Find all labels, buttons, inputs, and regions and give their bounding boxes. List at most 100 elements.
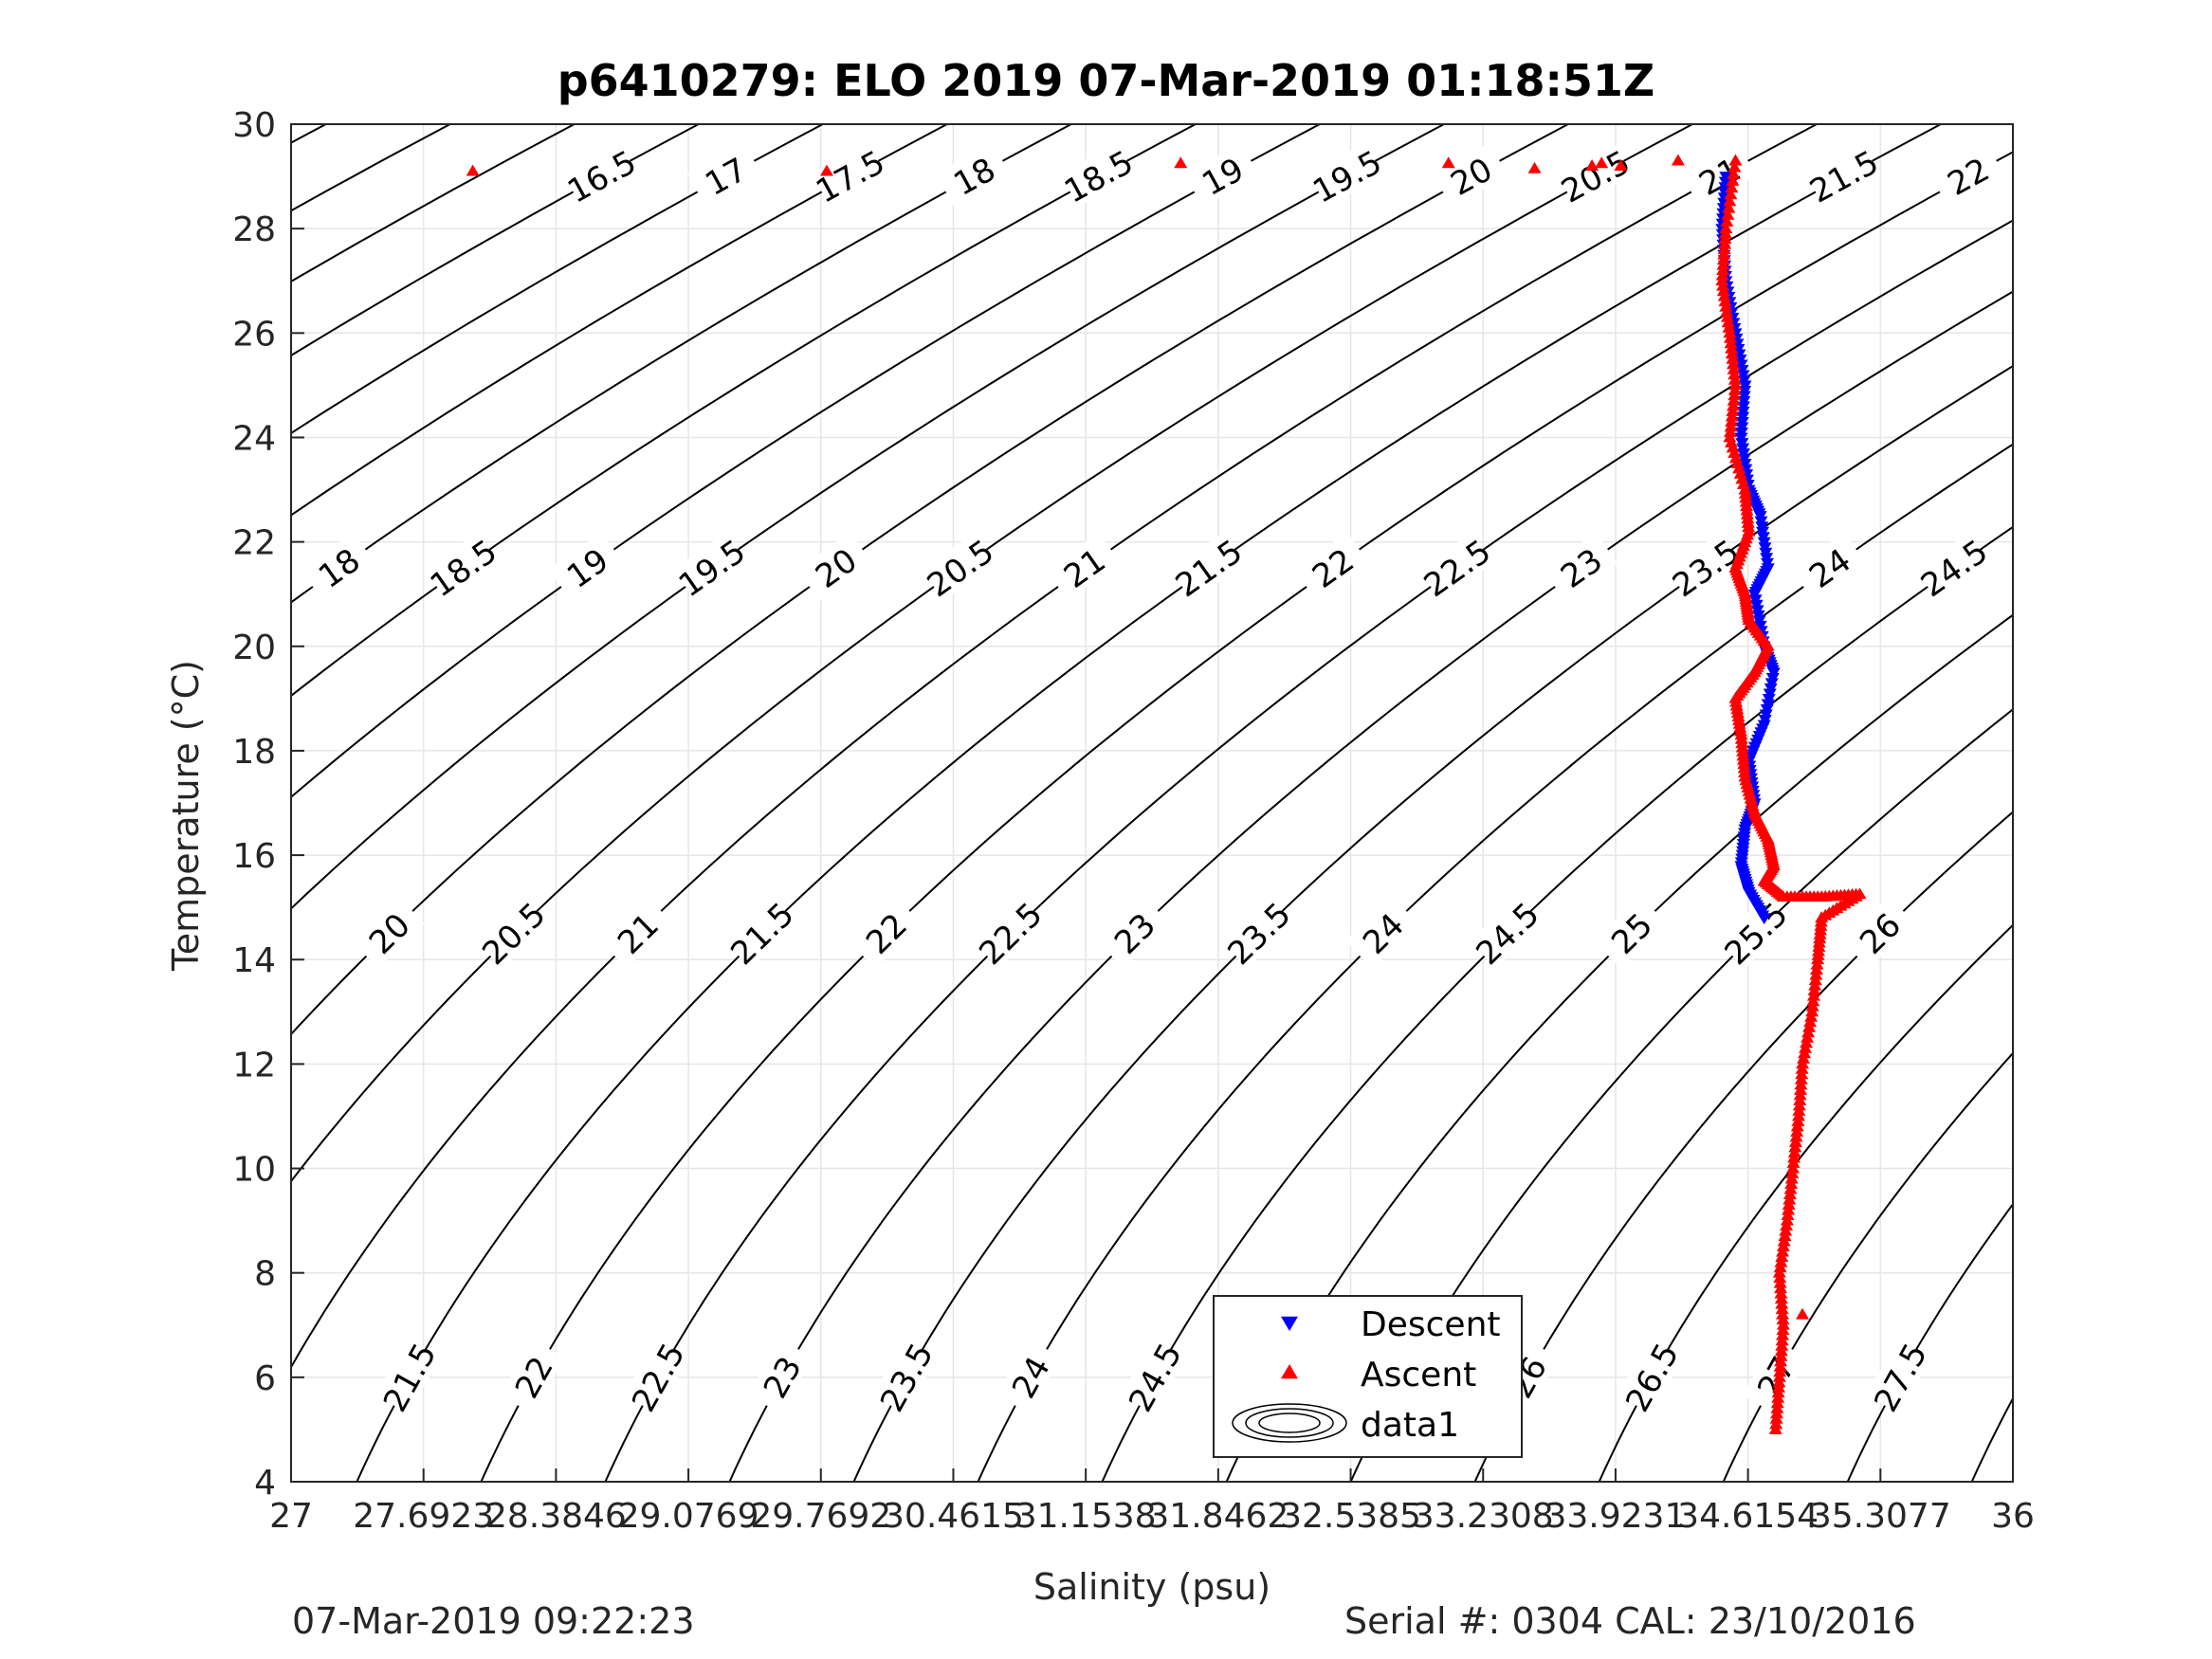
legend: Descent Ascent data1 <box>1213 1295 1523 1458</box>
data-point <box>1782 1198 1796 1210</box>
data-point <box>1790 1120 1804 1132</box>
contour-label-bg <box>723 896 797 969</box>
contour-label-bg <box>922 532 996 601</box>
data-point <box>1775 1250 1789 1263</box>
data-point <box>1728 160 1742 173</box>
contour-label-bg <box>375 1339 441 1414</box>
data-point <box>1774 1255 1788 1267</box>
contour-label-bg <box>872 1339 938 1414</box>
data-point <box>1807 984 1821 996</box>
contour-label-bg <box>425 532 500 601</box>
y-tick-label: 4 <box>254 1464 276 1503</box>
data-point <box>1776 1307 1790 1320</box>
contour-label-bg <box>1308 142 1384 208</box>
data-point <box>1715 274 1729 286</box>
contour-label-bg <box>1170 532 1245 601</box>
data-point <box>1723 331 1737 343</box>
density-contour-line <box>291 124 1447 910</box>
density-contour-line <box>0 99 251 1508</box>
data-point <box>1722 201 1736 213</box>
data-point <box>1717 247 1731 260</box>
contour-label-bg <box>1418 532 1493 601</box>
data-point <box>1776 1313 1790 1325</box>
x-tick-label: 34.6154 <box>1677 1497 1819 1536</box>
data-point <box>1720 305 1734 318</box>
contour-label-bg <box>797 532 872 601</box>
contour-label-bg <box>1433 142 1508 208</box>
legend-entry-label: Ascent <box>1361 1356 1476 1395</box>
density-contour-line <box>480 151 2013 1482</box>
y-tick-label: 24 <box>232 419 276 458</box>
density-contour-line <box>291 124 701 357</box>
data-point <box>1728 378 1743 391</box>
contour-label-bg <box>1060 142 1136 208</box>
contour-label-bg <box>1470 896 1543 969</box>
data-point <box>1778 1230 1792 1242</box>
density-contour-line <box>1101 525 2013 1482</box>
x-axis-label: Salinity (psu) <box>1033 1566 1271 1608</box>
data-point <box>1716 253 1730 265</box>
data-series <box>466 154 1867 1434</box>
data-point <box>1723 326 1737 338</box>
contour-label-bg <box>1097 896 1170 969</box>
density-contour-line <box>604 219 2013 1482</box>
data-point <box>1799 1041 1813 1053</box>
data-point <box>1774 1355 1788 1367</box>
data-point <box>1595 156 1609 169</box>
density-contour-line <box>291 124 949 517</box>
data-point <box>1774 1286 1788 1299</box>
contour-label-bg <box>1929 142 2005 208</box>
data-point <box>1773 1261 1787 1273</box>
y-tick-label: 10 <box>232 1151 276 1190</box>
data-point <box>1794 1072 1808 1085</box>
data-point <box>1721 208 1735 220</box>
data-point <box>1792 1103 1806 1116</box>
data-point <box>1787 1146 1801 1158</box>
data-point <box>1726 352 1740 364</box>
footer-timestamp: 07-Mar-2019 09:22:23 <box>292 1600 695 1642</box>
x-tick-label: 31.8462 <box>1147 1497 1289 1536</box>
x-tick-label: 31.1538 <box>1015 1497 1157 1536</box>
contour-label-bg <box>1121 1339 1186 1414</box>
data-point <box>1780 1213 1794 1226</box>
data-point <box>1725 410 1739 422</box>
data-point <box>1718 227 1732 239</box>
y-tick-label: 22 <box>232 524 276 563</box>
contour-label-bg <box>599 896 673 969</box>
data-point <box>1716 258 1730 270</box>
chart-title: p6410279: ELO 2019 07-Mar-2019 01:18:51Z <box>557 55 1655 106</box>
data-point <box>1757 913 1771 925</box>
data-point <box>1775 1303 1789 1315</box>
legend-contour-marker <box>1258 1413 1321 1433</box>
data-point <box>1773 1276 1787 1288</box>
data-point <box>1671 154 1685 166</box>
y-tick-label: 20 <box>232 629 276 667</box>
density-contour-line <box>291 124 1571 1036</box>
data-point <box>1727 393 1741 406</box>
data-point <box>1776 1245 1790 1257</box>
data-point <box>1723 425 1737 437</box>
data-point <box>1782 1203 1796 1215</box>
plot-background <box>291 124 2013 1482</box>
data-point <box>1772 1370 1786 1382</box>
data-point <box>1772 1380 1786 1393</box>
density-contour-line <box>1598 923 2013 1482</box>
density-contour-line <box>291 124 1198 698</box>
data-point <box>1717 243 1731 255</box>
contour-label-bg <box>1667 532 1743 601</box>
data-point <box>1724 337 1738 349</box>
data-point <box>1716 279 1730 291</box>
legend-contour-marker <box>1232 1403 1347 1443</box>
y-tick-label: 8 <box>254 1255 276 1294</box>
x-tick-label: 32.5385 <box>1280 1497 1421 1536</box>
data-point <box>1793 1093 1807 1105</box>
data-point <box>1717 289 1731 301</box>
x-tick-label: 33.2308 <box>1413 1497 1554 1536</box>
contour-label-bg <box>687 142 762 208</box>
data-point <box>1728 368 1742 380</box>
density-contour-line <box>291 124 1073 604</box>
data-point <box>1719 222 1733 234</box>
data-point <box>1801 1030 1815 1043</box>
data-point <box>1725 181 1739 193</box>
